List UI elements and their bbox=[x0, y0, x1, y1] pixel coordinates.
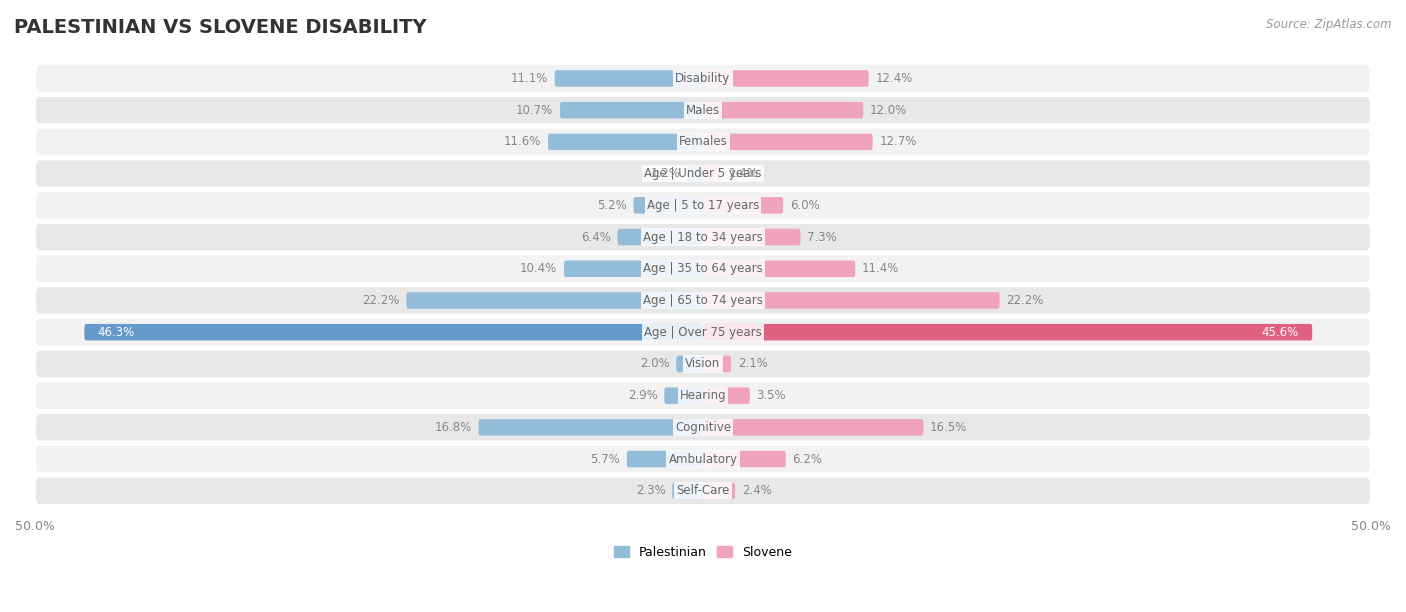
FancyBboxPatch shape bbox=[35, 64, 1371, 93]
Text: 3.5%: 3.5% bbox=[756, 389, 786, 402]
Text: 1.2%: 1.2% bbox=[651, 167, 681, 180]
Text: 22.2%: 22.2% bbox=[1007, 294, 1043, 307]
Text: 12.0%: 12.0% bbox=[870, 103, 907, 117]
Text: 5.2%: 5.2% bbox=[598, 199, 627, 212]
FancyBboxPatch shape bbox=[564, 261, 703, 277]
FancyBboxPatch shape bbox=[634, 197, 703, 214]
FancyBboxPatch shape bbox=[703, 165, 721, 182]
Text: 12.7%: 12.7% bbox=[879, 135, 917, 148]
Text: PALESTINIAN VS SLOVENE DISABILITY: PALESTINIAN VS SLOVENE DISABILITY bbox=[14, 18, 426, 37]
Text: 10.4%: 10.4% bbox=[520, 263, 557, 275]
Text: 2.9%: 2.9% bbox=[627, 389, 658, 402]
Text: Age | 65 to 74 years: Age | 65 to 74 years bbox=[643, 294, 763, 307]
FancyBboxPatch shape bbox=[664, 387, 703, 404]
Text: 12.4%: 12.4% bbox=[876, 72, 912, 85]
Text: Age | Over 75 years: Age | Over 75 years bbox=[644, 326, 762, 338]
Text: 22.2%: 22.2% bbox=[363, 294, 399, 307]
Text: Age | 35 to 64 years: Age | 35 to 64 years bbox=[643, 263, 763, 275]
Text: 2.3%: 2.3% bbox=[636, 484, 665, 498]
Text: 11.1%: 11.1% bbox=[510, 72, 548, 85]
FancyBboxPatch shape bbox=[703, 292, 1000, 308]
FancyBboxPatch shape bbox=[703, 133, 873, 150]
Text: 45.6%: 45.6% bbox=[1261, 326, 1299, 338]
Text: Age | 5 to 17 years: Age | 5 to 17 years bbox=[647, 199, 759, 212]
Text: Cognitive: Cognitive bbox=[675, 421, 731, 434]
Text: Females: Females bbox=[679, 135, 727, 148]
Text: 6.2%: 6.2% bbox=[793, 452, 823, 466]
Text: Age | 18 to 34 years: Age | 18 to 34 years bbox=[643, 231, 763, 244]
Text: 11.4%: 11.4% bbox=[862, 263, 900, 275]
FancyBboxPatch shape bbox=[35, 349, 1371, 378]
FancyBboxPatch shape bbox=[35, 477, 1371, 505]
Text: 6.4%: 6.4% bbox=[581, 231, 610, 244]
FancyBboxPatch shape bbox=[703, 387, 749, 404]
Text: 7.3%: 7.3% bbox=[807, 231, 837, 244]
FancyBboxPatch shape bbox=[84, 324, 703, 340]
FancyBboxPatch shape bbox=[560, 102, 703, 118]
Text: Vision: Vision bbox=[685, 357, 721, 370]
FancyBboxPatch shape bbox=[703, 261, 855, 277]
FancyBboxPatch shape bbox=[35, 159, 1371, 188]
Text: Disability: Disability bbox=[675, 72, 731, 85]
FancyBboxPatch shape bbox=[627, 451, 703, 468]
Text: 16.8%: 16.8% bbox=[434, 421, 472, 434]
FancyBboxPatch shape bbox=[35, 128, 1371, 156]
FancyBboxPatch shape bbox=[35, 191, 1371, 220]
FancyBboxPatch shape bbox=[35, 223, 1371, 252]
FancyBboxPatch shape bbox=[676, 356, 703, 372]
Text: Age | Under 5 years: Age | Under 5 years bbox=[644, 167, 762, 180]
Text: 1.4%: 1.4% bbox=[728, 167, 758, 180]
FancyBboxPatch shape bbox=[35, 318, 1371, 346]
FancyBboxPatch shape bbox=[688, 165, 703, 182]
Legend: Palestinian, Slovene: Palestinian, Slovene bbox=[609, 541, 797, 564]
Text: 16.5%: 16.5% bbox=[931, 421, 967, 434]
Text: 6.0%: 6.0% bbox=[790, 199, 820, 212]
FancyBboxPatch shape bbox=[35, 96, 1371, 124]
Text: 2.4%: 2.4% bbox=[742, 484, 772, 498]
FancyBboxPatch shape bbox=[703, 197, 783, 214]
FancyBboxPatch shape bbox=[478, 419, 703, 436]
FancyBboxPatch shape bbox=[548, 133, 703, 150]
Text: 10.7%: 10.7% bbox=[516, 103, 554, 117]
FancyBboxPatch shape bbox=[672, 482, 703, 499]
FancyBboxPatch shape bbox=[703, 419, 924, 436]
FancyBboxPatch shape bbox=[703, 451, 786, 468]
FancyBboxPatch shape bbox=[406, 292, 703, 308]
Text: 5.7%: 5.7% bbox=[591, 452, 620, 466]
FancyBboxPatch shape bbox=[35, 445, 1371, 473]
FancyBboxPatch shape bbox=[555, 70, 703, 87]
Text: Males: Males bbox=[686, 103, 720, 117]
FancyBboxPatch shape bbox=[35, 286, 1371, 315]
FancyBboxPatch shape bbox=[703, 102, 863, 118]
FancyBboxPatch shape bbox=[35, 413, 1371, 442]
FancyBboxPatch shape bbox=[703, 356, 731, 372]
FancyBboxPatch shape bbox=[703, 324, 1312, 340]
FancyBboxPatch shape bbox=[703, 70, 869, 87]
FancyBboxPatch shape bbox=[35, 255, 1371, 283]
Text: 2.1%: 2.1% bbox=[738, 357, 768, 370]
FancyBboxPatch shape bbox=[703, 482, 735, 499]
Text: Source: ZipAtlas.com: Source: ZipAtlas.com bbox=[1267, 18, 1392, 31]
Text: Hearing: Hearing bbox=[679, 389, 727, 402]
Text: 11.6%: 11.6% bbox=[503, 135, 541, 148]
Text: 46.3%: 46.3% bbox=[98, 326, 135, 338]
FancyBboxPatch shape bbox=[35, 381, 1371, 410]
FancyBboxPatch shape bbox=[703, 229, 800, 245]
Text: Ambulatory: Ambulatory bbox=[668, 452, 738, 466]
Text: 2.0%: 2.0% bbox=[640, 357, 669, 370]
FancyBboxPatch shape bbox=[617, 229, 703, 245]
Text: Self-Care: Self-Care bbox=[676, 484, 730, 498]
